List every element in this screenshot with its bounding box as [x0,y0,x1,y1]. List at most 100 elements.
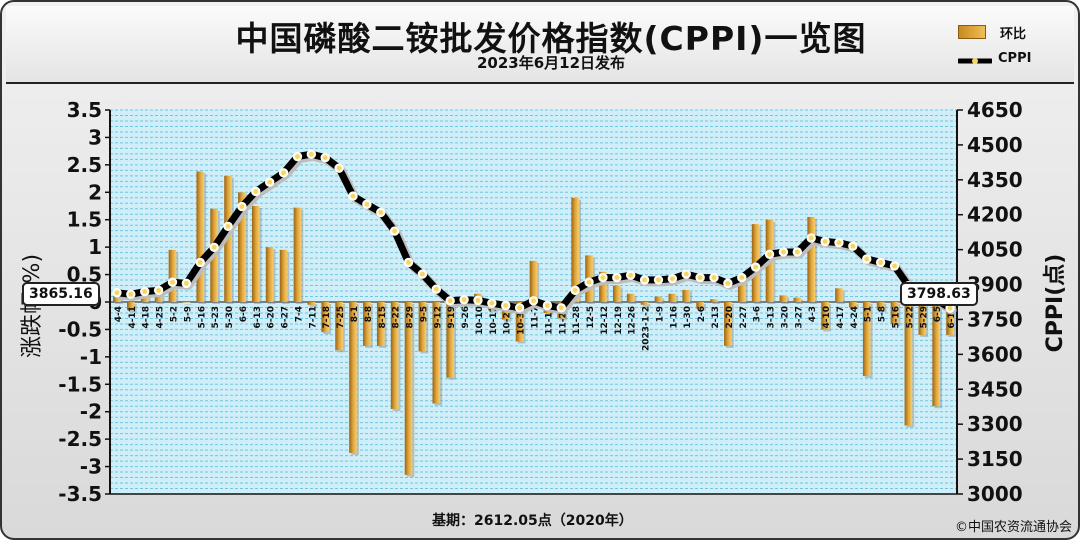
left-tick-label: 1 [88,235,102,259]
category-label: 1-9 [655,306,665,322]
cppi-point-core [183,280,189,286]
left-tick-label: -1.5 [58,372,102,396]
category-label: 2-27 [739,306,749,329]
bar [849,302,857,308]
chart-title: 中国磷酸二铵批发价格指数(CPPI)一览图 [235,19,867,58]
left-tick-label: -2 [80,400,102,424]
category-label: 11-14 [544,306,554,335]
cppi-point-core [794,249,800,255]
cppi-point-core [517,305,523,311]
category-label: 11-21 [558,306,568,335]
category-label: 4-4 [114,306,124,322]
category-label: 5-9 [183,306,193,322]
category-label: 3-6 [753,306,763,322]
category-label: 3-20 [780,306,790,329]
bar [821,302,829,330]
cppi-point-core [433,286,439,292]
bar [529,260,538,302]
category-label: 9-19 [447,306,457,329]
footer-base-period: 基期：2612.05点（2020年） [432,513,633,529]
bar [376,302,385,346]
category-label: 7-4 [294,306,304,322]
bar [779,295,788,302]
category-label: 8-22 [392,306,402,329]
bar [349,302,357,453]
right-tick-label: 4350 [967,168,1023,192]
cppi-point-core [614,275,620,280]
bar [904,302,913,426]
left-tick-label: -1 [80,345,102,369]
bar [293,207,302,302]
bar [432,302,441,404]
legend-item-line: CPPI [956,48,1031,68]
category-label: 8-15 [378,306,388,329]
left-tick-label: 3.5 [67,98,102,122]
cppi-point-core [531,298,536,304]
category-label: 1-16 [669,306,679,329]
cppi-point-core [892,263,897,269]
cppi-point-core [253,189,259,194]
bar [265,247,274,302]
bar [363,302,371,346]
cppi-point-core [544,303,550,308]
category-label: 8-29 [406,306,416,329]
cppi-point-core [114,290,120,296]
bar [515,302,524,342]
bar [196,171,205,302]
bar [932,302,940,407]
bar [599,271,607,302]
left-tick-label: -3.5 [58,482,102,506]
cppi-point-core [878,260,884,265]
left-tick-label: 3 [88,125,102,149]
bar [793,297,802,302]
left-tick-label: -0.5 [58,317,102,341]
cppi-point-core [753,264,759,270]
cppi-point-core [642,277,647,283]
category-label: 10-24 [503,306,513,335]
cppi-point-core [586,279,592,285]
right-tick-label: 3150 [967,447,1023,471]
bar [321,302,330,333]
category-label: 1-30 [683,306,693,329]
bar [335,302,343,351]
bar [654,296,663,302]
cppi-point-core [211,244,217,250]
category-label: 7-25 [336,306,346,329]
category-label: 5-23 [211,306,221,329]
right-tick-label: 3300 [967,412,1023,436]
cppi-point-core [225,223,231,229]
cppi-point-core [711,275,717,280]
right-tick-label: 3000 [967,482,1023,506]
bar [418,302,427,352]
cppi-point-core [781,249,786,255]
category-label: 4-17 [836,306,846,329]
category-label: 2023-1-2 [642,306,652,351]
legend-line-icon [956,58,994,64]
category-label: 6-6 [239,306,249,322]
cppi-point-core [656,277,661,283]
cppi-point-core [336,165,342,171]
cppi-point-core [142,289,148,294]
bar [862,302,871,377]
cppi-point-core [308,151,314,157]
category-label: 4-25 [156,306,166,329]
bar-shadow [309,304,318,307]
legend-bar-label: 环比 [1000,26,1027,42]
left-tick-label: 1.5 [67,208,102,232]
category-label: 6-20 [267,306,277,329]
cppi-point-core [628,272,634,278]
y-axis-left-label: 涨跌幅(%) [20,253,45,359]
bar [307,302,316,305]
cppi-point-core [281,170,286,176]
legend-line-swatch [956,52,994,64]
cppi-point-core [392,228,398,234]
category-label: 4-11 [128,306,138,329]
cppi-point-core [267,179,273,185]
cppi-point-core [489,300,495,306]
category-label: 2-6 [697,306,707,322]
category-label: 3-13 [767,306,777,329]
cppi-point-core [197,260,203,265]
category-label: 9-5 [419,306,429,322]
category-label: 4-3 [808,306,818,322]
cppi-point-core [669,276,675,282]
